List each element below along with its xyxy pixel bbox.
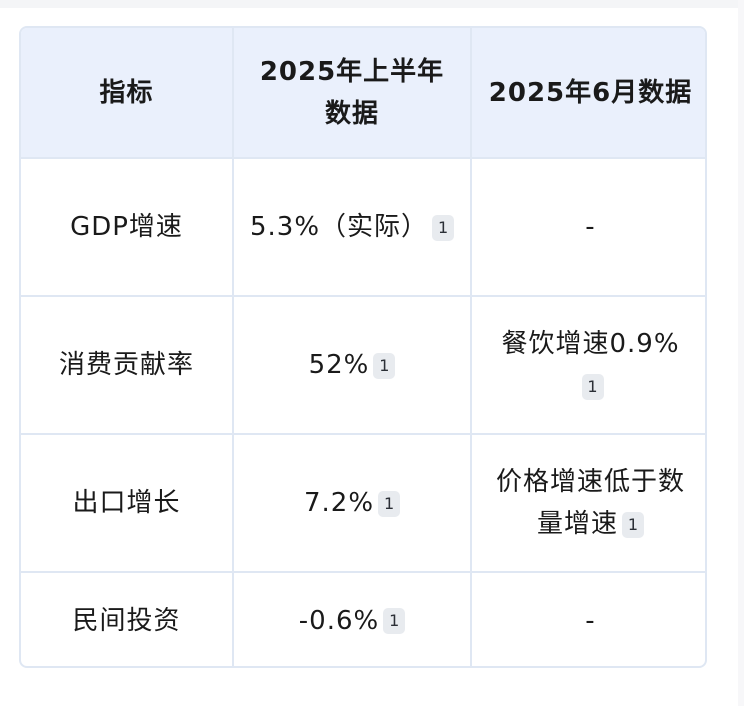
h1-value-cell: -0.6% 1 — [232, 571, 472, 666]
h1-value-cell: 5.3%（实际） 1 — [232, 157, 472, 297]
june-value: 餐饮增速0.9% — [501, 329, 680, 359]
citation-badge[interactable]: 1 — [581, 373, 604, 400]
table-row: 民间投资 -0.6% 1 - — [21, 571, 705, 666]
data-table-container: 指标 2025年上半年数据 2025年6月数据 GDP增速 5.3%（实际） 1 … — [19, 26, 707, 668]
header-indicator: 指标 — [21, 28, 234, 159]
table-row: 出口增长 7.2% 1 价格增速低于数量增速 1 — [21, 433, 705, 573]
h1-value: 52% — [308, 350, 370, 380]
table-header-row: 指标 2025年上半年数据 2025年6月数据 — [21, 28, 705, 159]
h1-value-cell: 52% 1 — [232, 295, 472, 435]
citation-badge[interactable]: 1 — [622, 511, 644, 538]
june-value-cell: 价格增速低于数量增速 1 — [470, 433, 705, 573]
header-june-2025: 2025年6月数据 — [470, 28, 705, 159]
june-value-cell: - — [470, 157, 705, 297]
indicator-label: GDP增速 — [70, 212, 183, 242]
h1-value: 5.3%（实际） — [249, 212, 429, 242]
june-value: - — [585, 605, 596, 636]
h1-value: -0.6% — [298, 605, 380, 636]
indicator-cell: GDP增速 — [21, 157, 234, 297]
h1-value: 7.2% — [303, 488, 375, 518]
top-divider — [0, 0, 744, 8]
june-value: - — [585, 212, 596, 242]
table-row: 消费贡献率 52% 1 餐饮增速0.9% 1 — [21, 295, 705, 435]
indicator-label: 民间投资 — [72, 605, 181, 636]
citation-badge[interactable]: 1 — [432, 214, 455, 241]
citation-badge[interactable]: 1 — [373, 352, 396, 379]
header-h1-2025: 2025年上半年数据 — [232, 28, 472, 159]
june-value-cell: 餐饮增速0.9% 1 — [470, 295, 705, 435]
indicator-cell: 出口增长 — [21, 433, 234, 573]
citation-badge[interactable]: 1 — [383, 608, 406, 634]
table-row: GDP增速 5.3%（实际） 1 - — [21, 157, 705, 297]
indicator-label: 出口增长 — [72, 488, 181, 518]
june-value: 价格增速低于数量增速 — [495, 467, 685, 539]
citation-badge[interactable]: 1 — [378, 490, 401, 517]
june-value-cell: - — [470, 571, 705, 666]
indicator-cell: 消费贡献率 — [21, 295, 234, 435]
indicator-label: 消费贡献率 — [58, 350, 194, 380]
data-table: 指标 2025年上半年数据 2025年6月数据 GDP增速 5.3%（实际） 1 … — [21, 28, 705, 666]
right-divider — [738, 0, 744, 706]
h1-value-cell: 7.2% 1 — [232, 433, 472, 573]
indicator-cell: 民间投资 — [21, 571, 234, 666]
